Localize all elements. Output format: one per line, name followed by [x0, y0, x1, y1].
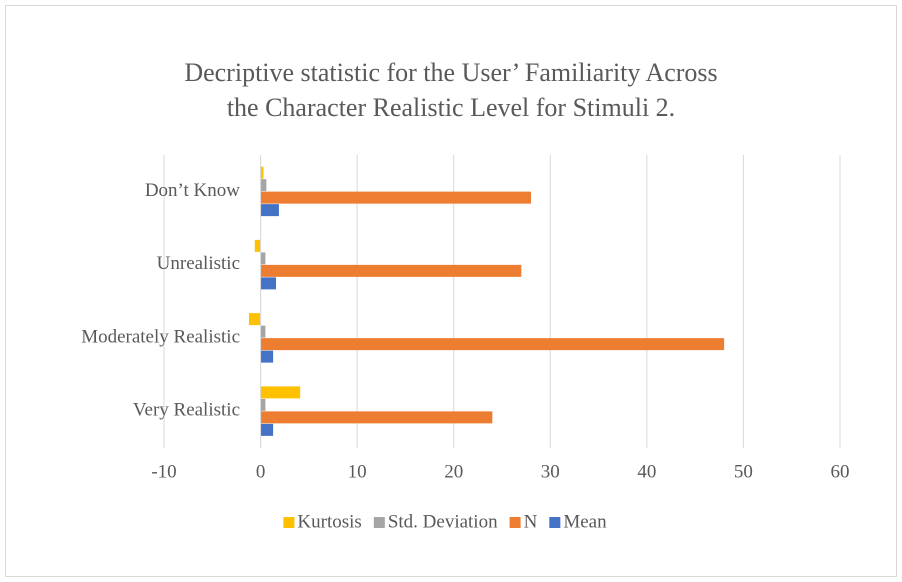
legend-swatch [509, 517, 521, 528]
bar [260, 398, 266, 411]
x-tick-label: 60 [831, 461, 850, 482]
bar [260, 179, 267, 192]
y-tick-label: Don’t Know [145, 180, 240, 201]
bar [260, 350, 274, 363]
bar [248, 313, 261, 326]
bar [260, 338, 725, 351]
bar [260, 423, 274, 436]
bar [260, 411, 493, 424]
legend-label: Kurtosis [297, 511, 361, 532]
legend-label: N [524, 511, 538, 532]
chart-border [5, 5, 897, 577]
x-tick-label: 50 [734, 461, 753, 482]
x-tick-label: 0 [256, 461, 266, 482]
bar [260, 166, 264, 179]
legend-swatch [373, 517, 385, 528]
x-tick-label: 10 [348, 461, 367, 482]
x-tick-label: 40 [637, 461, 656, 482]
x-tick-label: 20 [444, 461, 463, 482]
x-tick-label: -10 [151, 461, 176, 482]
chart-title: the Character Realistic Level for Stimul… [227, 93, 675, 122]
bar [254, 239, 261, 252]
bar [260, 277, 277, 290]
legend-swatch [549, 517, 561, 528]
bar [260, 386, 301, 399]
legend-swatch [283, 517, 295, 528]
y-tick-label: Moderately Realistic [81, 326, 240, 347]
y-tick-label: Very Realistic [133, 400, 240, 421]
bar [260, 264, 522, 277]
bar [260, 325, 266, 338]
legend-label: Std. Deviation [388, 511, 498, 532]
x-tick-label: 30 [541, 461, 560, 482]
bar [260, 191, 531, 204]
bar [260, 204, 279, 217]
y-tick-label: Unrealistic [157, 253, 240, 274]
bar [260, 252, 266, 265]
legend-label: Mean [563, 511, 607, 532]
chart-title: Decriptive statistic for the User’ Famil… [184, 58, 717, 87]
